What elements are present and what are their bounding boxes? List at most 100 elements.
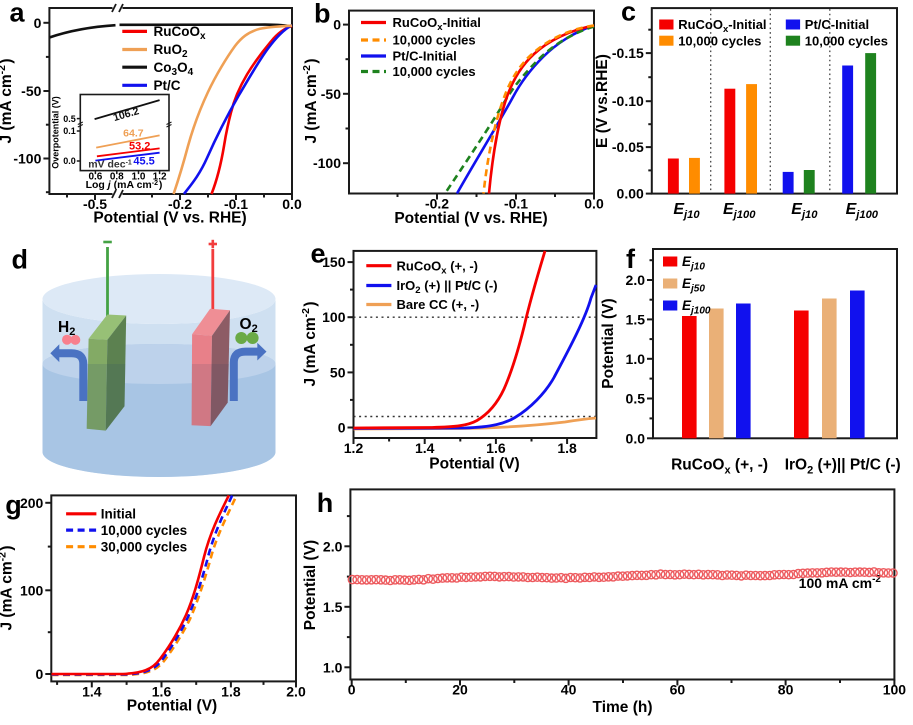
svg-text:45.5: 45.5 xyxy=(133,156,154,168)
svg-text:Ej10: Ej10 xyxy=(673,201,700,221)
svg-text:Pt/C-Initial: Pt/C-Initial xyxy=(393,49,457,64)
svg-text:10,000 cycles: 10,000 cycles xyxy=(393,33,476,48)
svg-text:0.8: 0.8 xyxy=(110,171,124,182)
svg-text:g: g xyxy=(5,490,22,520)
svg-text:Pt/C: Pt/C xyxy=(154,78,181,93)
svg-text:-0.5: -0.5 xyxy=(83,196,107,212)
svg-text:60: 60 xyxy=(670,682,686,698)
svg-text:200: 200 xyxy=(20,495,44,511)
svg-text:0.00: 0.00 xyxy=(617,186,644,202)
svg-text:-0.05: -0.05 xyxy=(612,139,644,155)
svg-text:20: 20 xyxy=(452,682,468,698)
svg-text:mV dec-1: mV dec-1 xyxy=(88,159,132,171)
svg-text:0.0: 0.0 xyxy=(63,156,76,166)
svg-text:J (mA cm-2 ): J (mA cm-2 ) xyxy=(0,58,15,143)
svg-text:100: 100 xyxy=(20,582,44,598)
svg-text:150: 150 xyxy=(322,254,346,270)
svg-text:Potential (V): Potential (V) xyxy=(600,298,617,388)
svg-text:Ej10: Ej10 xyxy=(682,254,705,273)
svg-text:-100: -100 xyxy=(13,151,41,167)
svg-text:0.0: 0.0 xyxy=(282,196,302,212)
svg-text:1.6: 1.6 xyxy=(486,440,506,456)
svg-text:-0.10: -0.10 xyxy=(612,93,644,109)
svg-text:Potential (V): Potential (V) xyxy=(302,540,319,630)
svg-text:100: 100 xyxy=(322,309,346,325)
svg-text:RuCoOx-Initial: RuCoOx-Initial xyxy=(393,15,481,33)
svg-text:-0.2: -0.2 xyxy=(425,196,449,212)
svg-text:2.0: 2.0 xyxy=(626,272,646,288)
svg-text:f: f xyxy=(626,244,636,274)
svg-text:Initial: Initial xyxy=(101,507,136,522)
svg-text:1.2: 1.2 xyxy=(344,440,364,456)
svg-text:RuCoOx-Initial: RuCoOx-Initial xyxy=(678,17,766,35)
svg-text:1.0: 1.0 xyxy=(626,351,646,367)
svg-text:a: a xyxy=(10,0,26,27)
svg-text:-0.1: -0.1 xyxy=(224,196,248,212)
svg-text:J (mA cm-2 ): J (mA cm-2 ) xyxy=(0,545,16,630)
svg-text:Time (h): Time (h) xyxy=(593,699,653,716)
svg-text:E (V vs.RHE): E (V vs.RHE) xyxy=(594,54,611,148)
svg-text:0: 0 xyxy=(333,17,341,33)
svg-text:0.0: 0.0 xyxy=(626,430,646,446)
svg-text:IrO2 (+) || Pt/C (-): IrO2 (+) || Pt/C (-) xyxy=(397,278,498,296)
svg-text:10,000 cycles: 10,000 cycles xyxy=(393,64,476,79)
svg-text:1.5: 1.5 xyxy=(323,599,343,615)
svg-text:-50: -50 xyxy=(21,83,41,99)
svg-text:50: 50 xyxy=(330,364,346,380)
svg-text:-0.15: -0.15 xyxy=(612,45,644,61)
svg-text:-50: -50 xyxy=(321,86,341,102)
svg-text:64.7: 64.7 xyxy=(123,128,144,140)
svg-text:0: 0 xyxy=(348,682,356,698)
svg-text:Log j (mA cm-2 ): Log j (mA cm-2 ) xyxy=(86,179,163,191)
svg-text:0.0: 0.0 xyxy=(584,196,604,212)
svg-text:Overpotential (V): Overpotential (V) xyxy=(51,96,61,169)
svg-text:10,000 cycles: 10,000 cycles xyxy=(678,33,761,48)
svg-text:Co3O4: Co3O4 xyxy=(154,60,194,78)
svg-text:e: e xyxy=(311,239,326,269)
svg-text:0.6: 0.6 xyxy=(88,171,102,182)
svg-text:Potential (V vs. RHE): Potential (V vs. RHE) xyxy=(93,210,246,227)
svg-text:Ej100: Ej100 xyxy=(723,201,756,221)
svg-text:RuCoOx (+, -): RuCoOx (+, -) xyxy=(671,457,768,477)
svg-text:Pt/C-Initial: Pt/C-Initial xyxy=(805,17,869,32)
svg-text:0.5: 0.5 xyxy=(63,114,76,124)
svg-text:d: d xyxy=(12,244,29,274)
svg-text:-100: -100 xyxy=(313,155,341,171)
svg-text:0.5: 0.5 xyxy=(626,391,646,407)
svg-text:h: h xyxy=(317,488,334,518)
svg-text:0: 0 xyxy=(34,15,42,31)
svg-text:1.0: 1.0 xyxy=(323,659,343,675)
svg-text:Bare CC (+, -): Bare CC (+, -) xyxy=(397,297,480,312)
svg-text:1.2: 1.2 xyxy=(153,171,167,182)
svg-text:1.6: 1.6 xyxy=(152,683,172,699)
svg-text:1.8: 1.8 xyxy=(557,440,577,456)
svg-text:1.4: 1.4 xyxy=(82,683,102,699)
svg-text:Ej100: Ej100 xyxy=(846,201,879,221)
svg-text:-0.2: -0.2 xyxy=(168,196,192,212)
svg-text:0.1: 0.1 xyxy=(63,126,76,136)
svg-text:J (mA cm-2 ): J (mA cm-2 ) xyxy=(300,301,319,386)
svg-text:53.2: 53.2 xyxy=(129,140,150,152)
svg-text:40: 40 xyxy=(561,682,577,698)
svg-text:Potential (V): Potential (V) xyxy=(429,456,519,473)
svg-text:10,000 cycles: 10,000 cycles xyxy=(805,33,888,48)
svg-text:1.4: 1.4 xyxy=(415,440,435,456)
svg-text:c: c xyxy=(621,0,636,27)
svg-text:Potential (V vs. RHE): Potential (V vs. RHE) xyxy=(394,210,547,227)
svg-text:RuCoOx: RuCoOx xyxy=(154,24,207,42)
svg-text:J (mA cm-2 ): J (mA cm-2 ) xyxy=(301,58,320,143)
svg-text:b: b xyxy=(314,0,331,29)
svg-text:100 mA cm-2: 100 mA cm-2 xyxy=(799,574,882,591)
svg-text:Ej10: Ej10 xyxy=(791,201,818,221)
svg-text:2.0: 2.0 xyxy=(323,538,343,554)
svg-text:1.0: 1.0 xyxy=(132,171,146,182)
svg-text:Ej50: Ej50 xyxy=(682,276,705,295)
svg-text:0: 0 xyxy=(338,420,346,436)
svg-text:30,000 cycles: 30,000 cycles xyxy=(101,539,187,554)
svg-text:10,000 cycles: 10,000 cycles xyxy=(101,523,187,538)
svg-text:2.0: 2.0 xyxy=(286,683,306,699)
svg-text:Potential (V): Potential (V) xyxy=(127,698,217,715)
svg-text:-0.1: -0.1 xyxy=(504,196,528,212)
svg-text:RuO2: RuO2 xyxy=(154,42,189,60)
svg-text:1.5: 1.5 xyxy=(626,311,646,327)
